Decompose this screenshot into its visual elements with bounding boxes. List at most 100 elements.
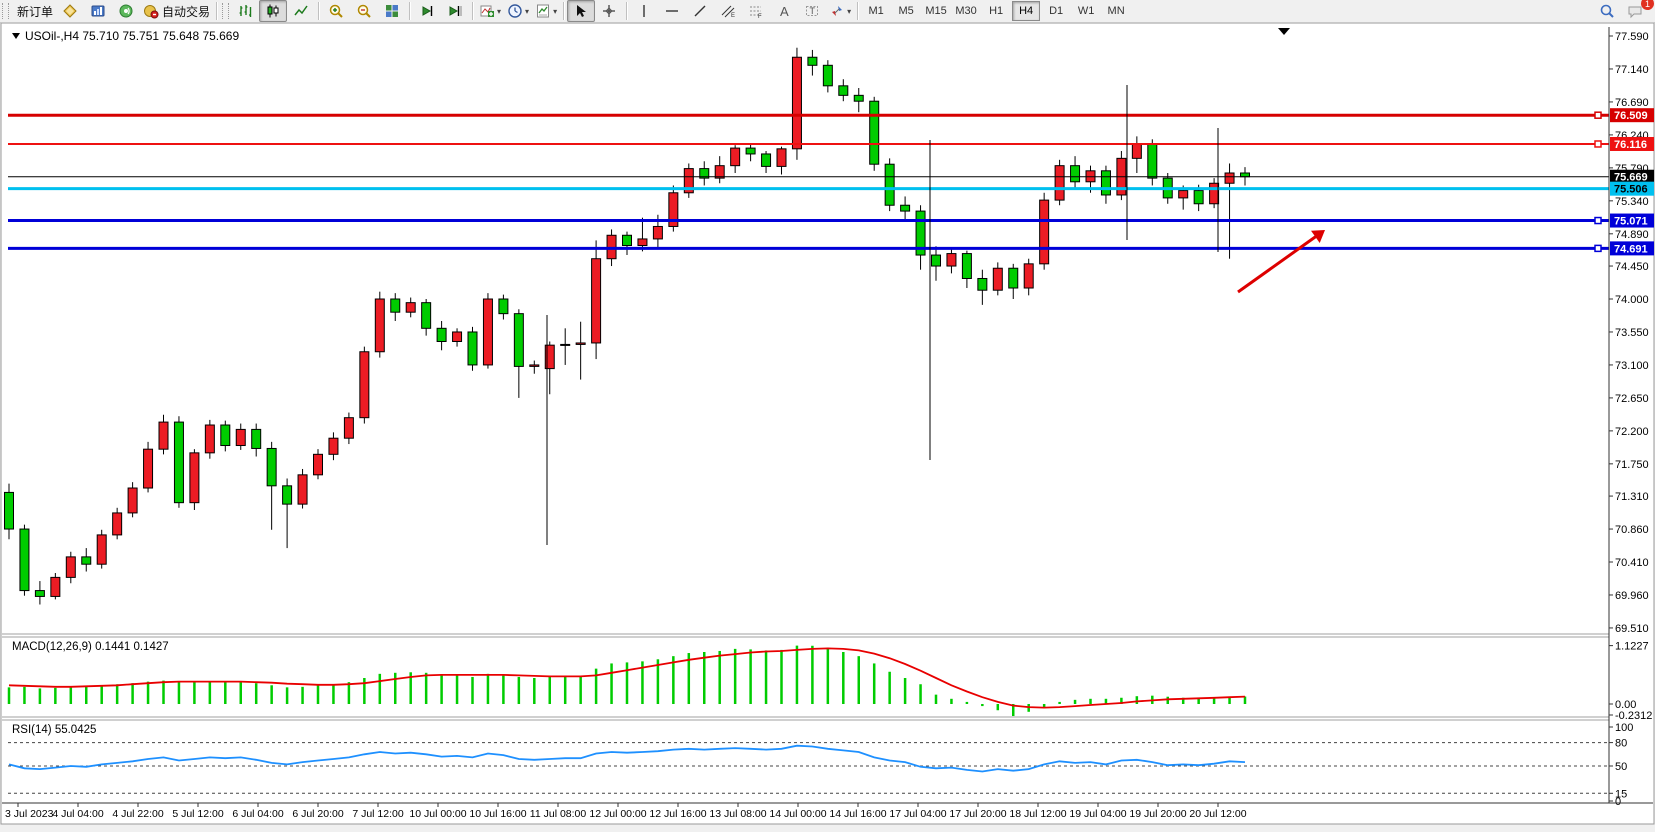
- macd-bar: [115, 684, 119, 704]
- candle-body: [683, 168, 694, 194]
- macd-bar: [672, 656, 675, 704]
- timeframe-m5-button[interactable]: M5: [898, 5, 914, 17]
- arrows-button[interactable]: ▾: [826, 0, 854, 22]
- time-tick-label: 17 Jul 20:00: [949, 808, 1006, 820]
- macd-bar: [486, 673, 490, 704]
- new-order-label: 新订单: [17, 4, 54, 19]
- auto-scroll-button[interactable]: [413, 0, 441, 22]
- macd-bar: [363, 678, 366, 704]
- time-tick-label: 4 Jul 04:00: [52, 808, 104, 820]
- timeframe-m1-button[interactable]: M1: [868, 5, 884, 17]
- candle-body: [977, 277, 988, 291]
- candle-body: [730, 147, 741, 167]
- toolbar-separator: [216, 2, 218, 20]
- timeframe-m30-button[interactable]: M30: [955, 5, 977, 17]
- candlestick-chart-button[interactable]: [259, 0, 288, 22]
- zoom-in-button[interactable]: [322, 0, 350, 22]
- horizontal-line-button[interactable]: [658, 0, 686, 22]
- new-order-button[interactable]: 新订单: [11, 0, 56, 22]
- vertical-line-button[interactable]: [630, 0, 658, 22]
- macd-bar: [131, 683, 134, 704]
- candle-body: [421, 302, 432, 329]
- fibonacci-button[interactable]: F: [742, 0, 770, 22]
- timeframe-mn-button[interactable]: MN: [1107, 5, 1125, 17]
- toolbar-grip[interactable]: [222, 3, 230, 19]
- toolbar-group-cursor: [567, 0, 623, 22]
- trendline-button[interactable]: [686, 0, 714, 22]
- macd-bar: [749, 649, 752, 704]
- timeframe-d1-button[interactable]: D1: [1049, 5, 1064, 17]
- candle-body: [112, 512, 123, 536]
- market-watch-button[interactable]: [84, 0, 112, 22]
- toolbar-group-objects: E F A T ▾: [630, 0, 854, 22]
- chart-shift-button[interactable]: [441, 0, 469, 22]
- candle-body: [1070, 165, 1081, 183]
- macd-tick-label: 0.00: [1615, 699, 1636, 711]
- signals-icon: [118, 3, 134, 19]
- candle-body: [838, 85, 849, 96]
- tile-windows-button[interactable]: [378, 0, 406, 22]
- equidistant-channel-button[interactable]: E: [714, 0, 742, 22]
- macd-bar: [1181, 697, 1185, 704]
- chart-marker-icon[interactable]: [1278, 28, 1290, 35]
- symbol-dropdown-icon[interactable]: [12, 33, 20, 39]
- macd-bar: [842, 652, 845, 704]
- hline-handle[interactable]: [1594, 216, 1602, 225]
- toolbar-grip[interactable]: [2, 3, 9, 19]
- chart-title: USOil-,H4 75.710 75.751 75.648 75.669: [25, 29, 239, 43]
- macd-bar: [270, 685, 273, 704]
- dropdown-caret-icon: ▾: [553, 6, 558, 16]
- line-chart-button[interactable]: [287, 0, 315, 22]
- svg-text:F: F: [758, 14, 762, 19]
- price-level-badge: [1610, 181, 1654, 196]
- cursor-button[interactable]: [567, 0, 596, 22]
- toolbar-group-timeframes: M1 M5 M15 M30 H1 H4 D1 W1 MN: [861, 0, 1131, 22]
- text-button[interactable]: A: [770, 0, 798, 22]
- toolbar-group-chart-type: [220, 0, 315, 22]
- toolbar-separator: [409, 2, 411, 20]
- candle-body: [266, 447, 277, 487]
- timeframe-h1-button[interactable]: H1: [989, 5, 1004, 17]
- price-level-badge-text: 76.116: [1614, 139, 1647, 151]
- macd-bar: [177, 681, 181, 704]
- macd-bar: [285, 687, 289, 704]
- timeframe-m15-button[interactable]: M15: [925, 5, 947, 17]
- metaeditor-button[interactable]: [56, 0, 84, 22]
- hline-handle[interactable]: [1594, 111, 1602, 119]
- text-label-button[interactable]: T: [798, 0, 826, 22]
- signals-button[interactable]: [112, 0, 140, 22]
- candle-body: [251, 428, 262, 449]
- periods-button[interactable]: ▾: [504, 0, 532, 22]
- candle-body: [158, 421, 169, 450]
- macd-bar: [764, 650, 768, 704]
- toolbar-separator: [563, 2, 565, 20]
- hline-handle[interactable]: [1594, 140, 1602, 148]
- price-axis-background: [1609, 24, 1653, 823]
- crosshair-button[interactable]: [595, 0, 623, 22]
- bar-chart-button[interactable]: [231, 0, 259, 22]
- price-axis-labels: 77.59077.14076.69076.24075.79075.34074.8…: [1609, 31, 1652, 808]
- macd-bar: [100, 685, 103, 704]
- templates-button[interactable]: ▾: [532, 0, 560, 22]
- chat-button[interactable]: 1: [1621, 0, 1654, 22]
- timeframe-h4-button[interactable]: H4: [1012, 1, 1041, 21]
- candle-body: [81, 556, 92, 565]
- price-tick-label: 77.590: [1615, 31, 1649, 43]
- zoom-out-button[interactable]: [350, 0, 378, 22]
- auto-trading-button[interactable]: 自动交易: [140, 0, 213, 22]
- arrow-object[interactable]: [1237, 230, 1325, 294]
- timeframe-w1-button[interactable]: W1: [1077, 5, 1095, 17]
- price-chart[interactable]: 77.59077.14076.69076.24075.79075.34074.8…: [0, 22, 1655, 832]
- indicators-button[interactable]: ▾: [476, 0, 504, 22]
- hline-handle[interactable]: [1594, 244, 1602, 253]
- macd-bar: [1058, 701, 1061, 704]
- macd-bar: [254, 683, 258, 704]
- macd-bar: [1135, 696, 1139, 704]
- time-tick-label: 10 Jul 16:00: [469, 808, 526, 820]
- svg-text:E: E: [731, 13, 735, 19]
- search-button[interactable]: [1593, 0, 1621, 22]
- macd-bar: [857, 656, 860, 704]
- candle-body: [714, 165, 725, 179]
- candle-body: [668, 192, 679, 227]
- macd-bar: [146, 681, 150, 704]
